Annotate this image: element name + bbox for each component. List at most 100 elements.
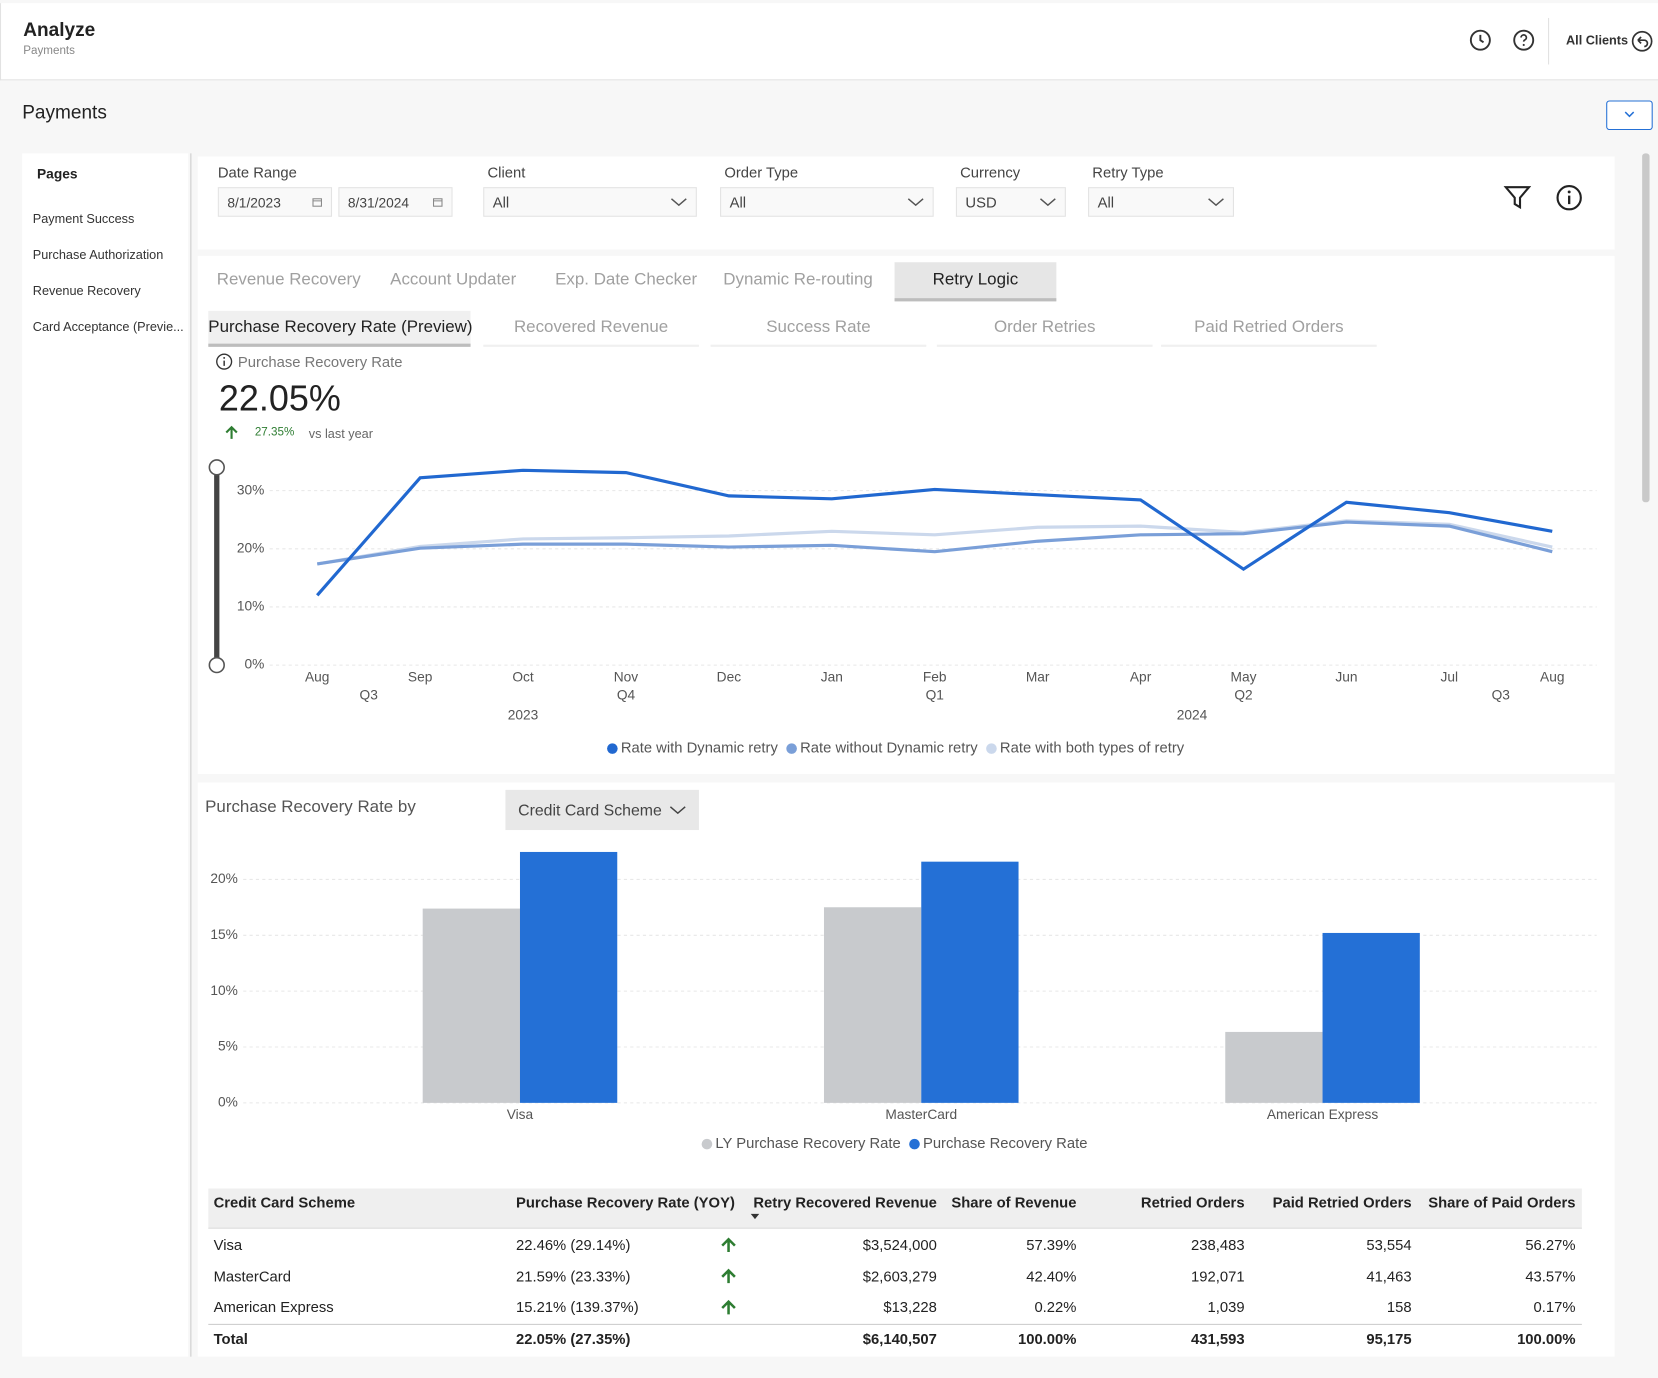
kpi-comparison: vs last year <box>308 426 373 441</box>
column-header: Retry Recovered Revenue <box>753 1193 937 1211</box>
kpi-info-icon <box>216 353 233 370</box>
filter-icon[interactable] <box>1503 184 1532 211</box>
column-header: Credit Card Scheme <box>213 1193 356 1211</box>
breakdown-title: Purchase Recovery Rate by <box>205 798 416 817</box>
select-value: All <box>1097 193 1115 211</box>
scrollbar[interactable] <box>1642 153 1650 503</box>
total-cell: 22.05% (27.35%) <box>516 1330 631 1348</box>
column-header: Purchase Recovery Rate (YOY) <box>516 1193 735 1211</box>
info-icon[interactable] <box>1554 183 1584 213</box>
legend-label: Purchase Recovery Rate <box>923 1136 1087 1152</box>
tab[interactable]: Exp. Date Checker <box>555 270 698 289</box>
table-header-bg <box>208 1188 1582 1229</box>
subtab[interactable]: Paid Retried Orders <box>1161 311 1377 347</box>
bar <box>921 861 1019 1103</box>
date-value: 8/31/2024 <box>347 194 410 210</box>
y-tick-label: 30% <box>237 482 265 497</box>
bar <box>1225 1031 1323 1103</box>
kpi-value: 22.05% <box>218 378 341 419</box>
dimension-value: Credit Card Scheme <box>518 800 662 819</box>
y-tick-label: 0% <box>218 1094 238 1109</box>
header: Analyze Payments All Clients <box>0 3 1658 81</box>
trend-arrow <box>721 1237 736 1252</box>
filter-label: Client <box>487 163 526 181</box>
column-header: Share of Paid Orders <box>1428 1193 1576 1211</box>
quarter-label: Q4 <box>617 687 636 702</box>
quarter-label: Q3 <box>360 687 379 702</box>
help-icon[interactable] <box>1512 29 1535 52</box>
divider <box>1548 17 1550 65</box>
y-tick-label: 20% <box>210 871 238 886</box>
divider <box>190 153 192 1357</box>
bar <box>1322 932 1420 1103</box>
filter-label: Date Range <box>217 163 297 181</box>
year-label: 2023 <box>508 707 539 722</box>
table-cell: $13,228 <box>883 1298 937 1316</box>
date-input[interactable]: 8/1/2023 <box>217 187 333 217</box>
filter-select[interactable]: All <box>720 187 934 217</box>
sidebar: Pages Payment Success Purchase Authorizat… <box>22 153 189 1357</box>
legend-label: LY Purchase Recovery Rate <box>715 1136 900 1152</box>
table-cell: 41,463 <box>1366 1267 1412 1285</box>
filter-select[interactable]: USD <box>955 187 1066 217</box>
bar <box>823 907 922 1103</box>
subtab[interactable]: Recovered Revenue <box>483 311 699 347</box>
y-tick-label: 10% <box>237 599 265 614</box>
select-value: All <box>729 193 747 211</box>
sidebar-title: Pages <box>37 166 78 182</box>
legend-swatch <box>909 1138 920 1150</box>
collapse-button[interactable] <box>1606 100 1653 131</box>
calendar-icon <box>312 198 322 207</box>
date-input[interactable]: 8/31/2024 <box>338 187 453 217</box>
back-icon[interactable] <box>1631 30 1654 53</box>
table-cell: 42.40% <box>1026 1267 1077 1285</box>
column-header: Share of Revenue <box>951 1193 1077 1211</box>
slider-handle <box>208 656 225 674</box>
table-cell: 238,483 <box>1191 1236 1245 1254</box>
subtab[interactable]: Success Rate <box>710 311 927 347</box>
subtab[interactable]: Purchase Recovery Rate (Preview) <box>208 310 473 347</box>
date-value: 8/1/2023 <box>227 194 281 210</box>
sidebar-item[interactable]: Card Acceptance (Previe... <box>32 319 184 335</box>
column-header: Retried Orders <box>1140 1193 1245 1211</box>
subtab[interactable]: Order Retries <box>936 311 1153 347</box>
filter-select[interactable]: All <box>483 187 697 217</box>
sidebar-item[interactable]: Revenue Recovery <box>32 283 141 299</box>
legend-swatch <box>786 743 797 754</box>
tab[interactable]: Dynamic Re-routing <box>723 270 873 289</box>
legend-swatch <box>607 743 618 754</box>
history-icon[interactable] <box>1469 29 1492 52</box>
clients-link[interactable]: All Clients <box>1566 32 1629 48</box>
x-tick-label: Aug <box>1540 669 1564 684</box>
sidebar-item[interactable]: Payment Success <box>32 211 135 227</box>
table-cell: 158 <box>1386 1298 1412 1316</box>
total-divider <box>208 1323 1582 1325</box>
tab[interactable]: Retry Logic <box>894 262 1057 302</box>
filter-select[interactable]: All <box>1088 187 1234 217</box>
bar <box>519 851 618 1103</box>
x-tick-label: Jul <box>1441 669 1459 684</box>
filter-label: Currency <box>960 163 1021 181</box>
kpi-label: Purchase Recovery Rate <box>237 353 403 371</box>
tab[interactable]: Revenue Recovery <box>216 270 361 289</box>
line-series <box>316 468 1553 597</box>
sidebar-item[interactable]: Purchase Authorization <box>32 247 164 263</box>
total-cell: Total <box>213 1330 248 1348</box>
x-tick-label: Aug <box>305 669 329 684</box>
legend-swatch <box>986 743 997 754</box>
dimension-select[interactable]: Credit Card Scheme <box>505 789 699 831</box>
table-cell: 0.17% <box>1533 1298 1576 1316</box>
table-cell: $2,603,279 <box>862 1267 937 1285</box>
bar <box>422 908 520 1103</box>
legend-label: Rate without Dynamic retry <box>800 741 978 757</box>
line-series <box>316 519 1553 566</box>
x-tick-label: May <box>1231 669 1257 684</box>
table-cell: 57.39% <box>1026 1236 1077 1254</box>
table-cell: 21.59% (23.33%) <box>516 1267 631 1285</box>
legend-label: Rate with both types of retry <box>1000 741 1185 757</box>
tab[interactable]: Account Updater <box>390 270 517 289</box>
trend-arrow <box>721 1299 736 1315</box>
total-cell: 100.00% <box>1017 1330 1077 1348</box>
